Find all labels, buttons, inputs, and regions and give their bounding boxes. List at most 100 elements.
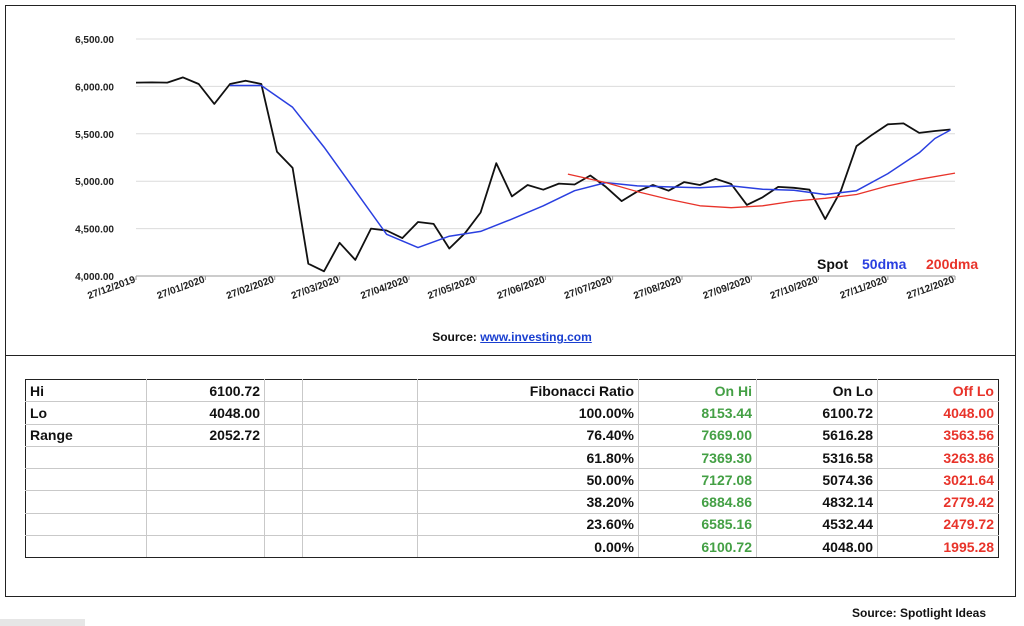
on-hi-cell: 6884.86 (638, 490, 757, 514)
empty-cell (264, 401, 303, 425)
header-on-hi: On Hi (638, 378, 757, 403)
table-row: Lo 4048.00 100.00% 8153.44 6100.72 4048.00 (25, 401, 999, 425)
off-lo-cell: 4048.00 (877, 401, 999, 425)
on-lo-cell: 5074.36 (756, 468, 878, 492)
empty-cell (264, 512, 303, 537)
x-tick-label: 27/05/2020 (426, 274, 477, 302)
off-lo-cell: 2479.72 (877, 512, 999, 537)
x-tick-label: 27/08/2020 (632, 274, 683, 302)
table-row: 50.00% 7127.08 5074.36 3021.64 (25, 468, 999, 492)
on-hi-cell: 7369.30 (638, 445, 757, 470)
ratio-cell: 61.80% (417, 445, 639, 470)
empty-cell (146, 512, 265, 537)
x-tick-label: 27/11/2020 (839, 274, 890, 301)
empty-cell (302, 468, 418, 492)
empty-cell (25, 535, 147, 559)
off-lo-cell: 1995.28 (877, 535, 999, 559)
summary-label: Hi (25, 378, 147, 403)
y-tick-label: 6,000.00 (75, 82, 114, 93)
figure-frame (5, 5, 1016, 597)
summary-value: 2052.72 (146, 423, 265, 447)
x-tick-label: 27/06/2020 (496, 274, 547, 302)
table-row: 38.20% 6884.86 4832.14 2779.42 (25, 490, 999, 514)
ratio-cell: 23.60% (417, 512, 639, 537)
ratio-cell: 38.20% (417, 490, 639, 514)
off-lo-cell: 3021.64 (877, 468, 999, 492)
ratio-cell: 76.40% (417, 423, 639, 447)
summary-label: Range (25, 423, 147, 447)
x-axis: 27/12/2019 27/01/2020 27/02/2020 27/03/2020… (86, 274, 956, 302)
empty-cell (264, 490, 303, 514)
ratio-cell: 100.00% (417, 401, 639, 425)
series-lines (135, 76, 956, 273)
header-fibonacci-ratio: Fibonacci Ratio (417, 378, 639, 403)
x-tick-label: 27/01/2020 (156, 274, 207, 302)
section-divider (5, 355, 1016, 356)
gridlines (136, 38, 955, 277)
fibonacci-table: Hi 6100.72 Fibonacci Ratio On Hi On Lo Off Lo… (25, 378, 999, 559)
summary-value: 6100.72 (146, 378, 265, 403)
on-lo-cell: 5316.58 (756, 445, 878, 470)
table-row: 0.00% 6100.72 4048.00 1995.28 (25, 535, 999, 559)
x-tick-label: 27/03/2020 (290, 274, 341, 302)
empty-cell (146, 490, 265, 514)
empty-cell (302, 490, 418, 514)
price-chart: 4,000.00 4,500.00 5,000.00 5,500.00 6,000.00… (75, 35, 978, 302)
ratio-cell: 50.00% (417, 468, 639, 492)
legend: Spot 50dma 200dma (817, 256, 978, 272)
empty-cell (264, 378, 303, 403)
empty-cell (146, 445, 265, 470)
empty-cell (302, 445, 418, 470)
series-line-50dma (230, 84, 951, 249)
on-hi-cell: 8153.44 (638, 401, 757, 425)
series-line-200dma (567, 172, 956, 209)
empty-cell (302, 423, 418, 447)
empty-cell (25, 490, 147, 514)
x-tick-label: 27/02/2020 (225, 274, 276, 302)
header-off-lo: Off Lo (877, 378, 999, 403)
x-tick-label: 27/12/2020 (905, 274, 956, 302)
y-tick-label: 6,500.00 (75, 35, 114, 46)
on-lo-cell: 4832.14 (756, 490, 878, 514)
empty-cell (25, 468, 147, 492)
legend-item-50dma: 50dma (862, 256, 907, 272)
on-lo-cell: 5616.28 (756, 423, 878, 447)
legend-item-200dma: 200dma (926, 256, 978, 272)
x-tick-label: 27/10/2020 (769, 274, 820, 302)
y-tick-label: 5,500.00 (75, 130, 114, 141)
table-row: Range 2052.72 76.40% 7669.00 5616.28 3563.56 (25, 423, 999, 447)
series-line-spot (135, 76, 951, 273)
off-lo-cell: 3263.86 (877, 445, 999, 470)
empty-cell (25, 445, 147, 470)
y-tick-label: 5,000.00 (75, 177, 114, 188)
empty-cell (264, 445, 303, 470)
empty-cell (25, 512, 147, 537)
chart-source-link[interactable]: www.investing.com (480, 330, 592, 344)
empty-cell (302, 535, 418, 559)
chart-source: Source: www.investing.com (0, 330, 1024, 344)
empty-cell (146, 535, 265, 559)
on-lo-cell: 4532.44 (756, 512, 878, 537)
x-tick-label: 27/09/2020 (702, 274, 753, 302)
table-row: 23.60% 6585.16 4532.44 2479.72 (25, 512, 999, 537)
on-hi-cell: 7669.00 (638, 423, 757, 447)
empty-cell (264, 423, 303, 447)
off-lo-cell: 2779.42 (877, 490, 999, 514)
empty-cell (302, 512, 418, 537)
chart-source-label: Source: (432, 330, 477, 344)
header-on-lo: On Lo (756, 378, 878, 403)
on-lo-cell: 6100.72 (756, 401, 878, 425)
summary-value: 4048.00 (146, 401, 265, 425)
y-tick-label: 4,000.00 (75, 272, 114, 283)
empty-cell (264, 535, 303, 559)
summary-label: Lo (25, 401, 147, 425)
empty-cell (302, 401, 418, 425)
empty-cell (302, 378, 418, 403)
table-row: Hi 6100.72 Fibonacci Ratio On Hi On Lo Off Lo (25, 378, 999, 403)
empty-cell (146, 468, 265, 492)
x-tick-label: 27/04/2020 (359, 274, 410, 302)
y-axis: 4,000.00 4,500.00 5,000.00 5,500.00 6,000.00… (75, 35, 114, 283)
corner-mark (0, 619, 85, 626)
table-row: 61.80% 7369.30 5316.58 3263.86 (25, 445, 999, 470)
on-hi-cell: 6100.72 (638, 535, 757, 559)
